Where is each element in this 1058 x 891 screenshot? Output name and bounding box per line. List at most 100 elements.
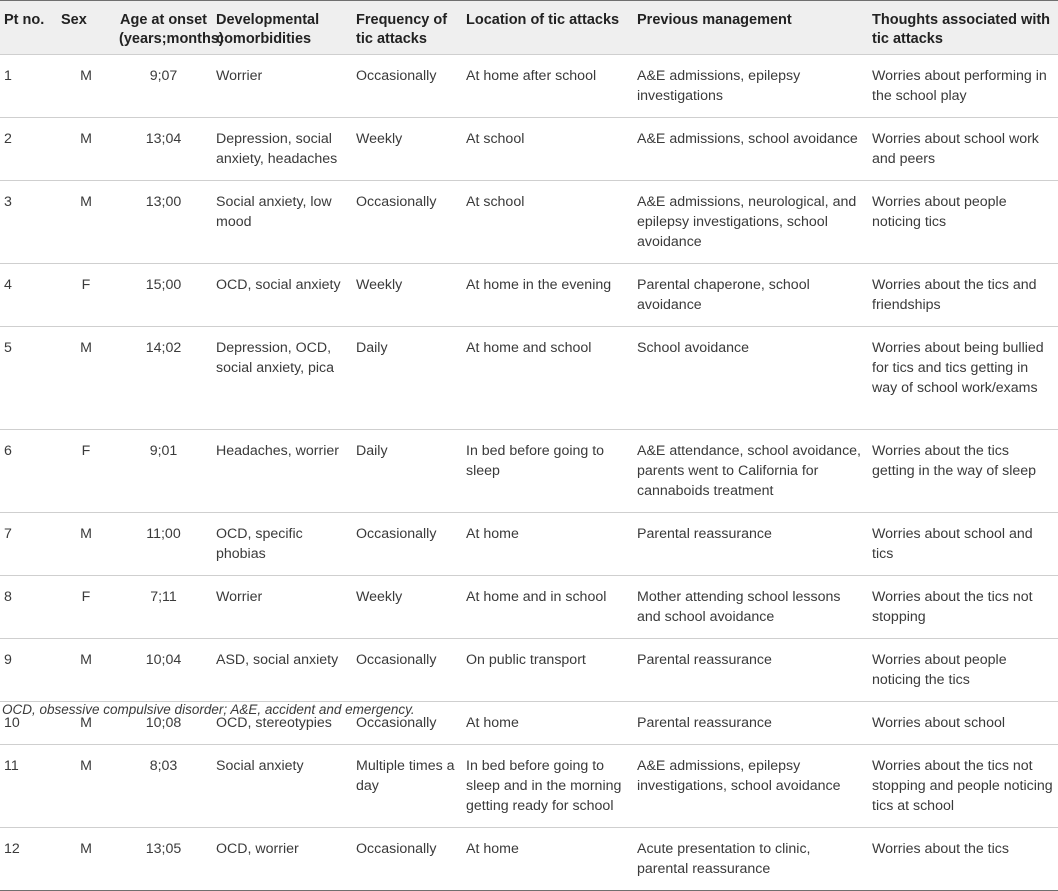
cell-age-at-onset: 15;00 bbox=[145, 277, 182, 293]
cell-frequency: Weekly bbox=[356, 131, 403, 147]
cell-previous-management: A&E attendance, school avoidance, parent… bbox=[637, 443, 862, 499]
table-row: 1 M 9;07 Worrier Occasionally At home after s… bbox=[0, 54, 1058, 118]
cell-sex: F bbox=[81, 589, 91, 605]
cell-thoughts: Worries about the tics not stopping and … bbox=[872, 758, 1053, 814]
cell-thoughts: Worries about the tics and friendships bbox=[872, 277, 1037, 313]
header-row: Pt no. Sex Age at onset (years;months) Deve… bbox=[0, 0, 1058, 55]
cell-pt-no: 6 bbox=[4, 443, 12, 459]
cell-pt-no: 5 bbox=[4, 340, 12, 356]
header-age-at-onset: Age at onset (years;months) bbox=[119, 12, 224, 47]
cell-thoughts: Worries about the tics getting in the wa… bbox=[872, 443, 1037, 479]
cell-age-at-onset: 11;00 bbox=[146, 526, 181, 542]
cell-thoughts: Worries about school work and peers bbox=[872, 131, 1039, 167]
header-frequency: Frequency of tic attacks bbox=[356, 12, 448, 47]
table-row: 6 F 9;01 Headaches, worrier Daily In bed befo… bbox=[0, 429, 1058, 513]
cell-comorbidities: OCD, worrier bbox=[216, 841, 299, 857]
header-developmental-comorbidities: Developmental comorbidities bbox=[216, 12, 320, 47]
cell-thoughts: Worries about performing in the school p… bbox=[872, 68, 1047, 104]
cell-location: At home bbox=[466, 841, 519, 857]
cell-sex: M bbox=[80, 652, 92, 668]
cell-pt-no: 11 bbox=[4, 758, 19, 774]
cell-previous-management: School avoidance bbox=[637, 340, 750, 356]
cell-sex: M bbox=[80, 68, 92, 84]
cell-frequency: Daily bbox=[356, 443, 388, 459]
cell-thoughts: Worries about school bbox=[872, 715, 1006, 731]
cell-previous-management: A&E admissions, neurological, and epilep… bbox=[637, 194, 857, 250]
cell-location: At home bbox=[466, 526, 519, 542]
header-sex: Sex bbox=[61, 12, 87, 28]
header-previous-management: Previous management bbox=[637, 12, 792, 28]
cell-frequency: Daily bbox=[356, 340, 388, 356]
cell-previous-management: Parental chaperone, school avoidance bbox=[637, 277, 810, 313]
header-pt-no: Pt no. bbox=[4, 12, 45, 28]
cell-previous-management: Parental reassurance bbox=[637, 526, 772, 542]
cell-previous-management: A&E admissions, school avoidance bbox=[637, 131, 858, 147]
cell-sex: M bbox=[80, 526, 92, 542]
cell-pt-no: 1 bbox=[4, 68, 12, 84]
cell-previous-management: A&E admissions, epilepsy investigations bbox=[637, 68, 801, 104]
cell-frequency: Occasionally bbox=[356, 194, 437, 210]
cell-age-at-onset: 14;02 bbox=[145, 340, 182, 356]
cell-previous-management: Parental reassurance bbox=[637, 652, 772, 668]
table-row: 12 M 13;05 OCD, worrier Occasionally At home A… bbox=[0, 827, 1058, 891]
cell-comorbidities: Depression, OCD, social anxiety, pica bbox=[216, 340, 335, 376]
cell-comorbidities: Worrier bbox=[216, 589, 263, 605]
cell-comorbidities: Social anxiety bbox=[216, 758, 304, 774]
cell-sex: M bbox=[80, 758, 92, 774]
cell-comorbidities: Social anxiety, low mood bbox=[216, 194, 332, 230]
cell-frequency: Occasionally bbox=[356, 526, 437, 542]
cell-previous-management: A&E admissions, epilepsy investigations,… bbox=[637, 758, 841, 794]
table-body: 1 M 9;07 Worrier Occasionally At home after s… bbox=[0, 54, 1058, 891]
table-row: 8 F 7;11 Worrier Weekly At home and in school… bbox=[0, 575, 1058, 639]
cell-location: At school bbox=[466, 194, 525, 210]
cell-sex: M bbox=[80, 841, 92, 857]
cell-comorbidities: Headaches, worrier bbox=[216, 443, 340, 459]
cell-frequency: Occasionally bbox=[356, 841, 437, 857]
table-row: 3 M 13;00 Social anxiety, low mood Occasiona… bbox=[0, 180, 1058, 264]
cell-pt-no: 2 bbox=[4, 131, 12, 147]
cell-age-at-onset: 13;04 bbox=[145, 131, 182, 147]
cell-thoughts: Worries about people noticing tics bbox=[872, 194, 1007, 230]
table-row: 11 M 8;03 Social anxiety Multiple times a da… bbox=[0, 744, 1058, 828]
cell-location: At home and school bbox=[466, 340, 592, 356]
cell-age-at-onset: 8;03 bbox=[149, 758, 178, 774]
cell-pt-no: 7 bbox=[4, 526, 12, 542]
cell-pt-no: 9 bbox=[4, 652, 12, 668]
table-row: 9 M 10;04 ASD, social anxiety Occasionally On… bbox=[0, 638, 1058, 702]
cell-sex: F bbox=[81, 277, 91, 293]
cell-location: At school bbox=[466, 131, 525, 147]
cell-sex: M bbox=[80, 340, 92, 356]
cell-previous-management: Mother attending school lessons and scho… bbox=[637, 589, 841, 625]
cell-age-at-onset: 9;07 bbox=[149, 68, 178, 84]
cell-pt-no: 8 bbox=[4, 589, 12, 605]
cell-previous-management: Acute presentation to clinic, parental r… bbox=[637, 841, 811, 877]
cell-age-at-onset: 10;04 bbox=[145, 652, 182, 668]
cell-age-at-onset: 9;01 bbox=[149, 443, 178, 459]
cell-frequency: Occasionally bbox=[356, 68, 437, 84]
cell-comorbidities: ASD, social anxiety bbox=[216, 652, 339, 668]
cell-comorbidities: OCD, specific phobias bbox=[216, 526, 303, 562]
cell-age-at-onset: 7;11 bbox=[150, 589, 177, 605]
cell-location: In bed before going to sleep and in the … bbox=[466, 758, 622, 814]
cell-comorbidities: Depression, social anxiety, headaches bbox=[216, 131, 338, 167]
cell-frequency: Weekly bbox=[356, 277, 403, 293]
cell-frequency: Multiple times a day bbox=[356, 758, 455, 794]
cell-frequency: Weekly bbox=[356, 589, 403, 605]
table-header: Pt no. Sex Age at onset (years;months) Deve… bbox=[0, 0, 1058, 55]
cell-location: At home and in school bbox=[466, 589, 607, 605]
cell-thoughts: Worries about school and tics bbox=[872, 526, 1033, 562]
header-location: Location of tic attacks bbox=[466, 12, 620, 28]
cell-comorbidities: OCD, social anxiety bbox=[216, 277, 341, 293]
table-row: 2 M 13;04 Depression, social anxiety, heada… bbox=[0, 117, 1058, 181]
table-row: 7 M 11;00 OCD, specific phobias Occasionally… bbox=[0, 512, 1058, 576]
cell-pt-no: 3 bbox=[4, 194, 12, 210]
cell-age-at-onset: 13;05 bbox=[145, 841, 182, 857]
cell-frequency: Occasionally bbox=[356, 652, 437, 668]
cell-thoughts: Worries about the tics bbox=[872, 841, 1009, 857]
cell-location: At home after school bbox=[466, 68, 597, 84]
cell-sex: M bbox=[80, 131, 92, 147]
cell-pt-no: 4 bbox=[4, 277, 12, 293]
cell-location: At home in the evening bbox=[466, 277, 612, 293]
